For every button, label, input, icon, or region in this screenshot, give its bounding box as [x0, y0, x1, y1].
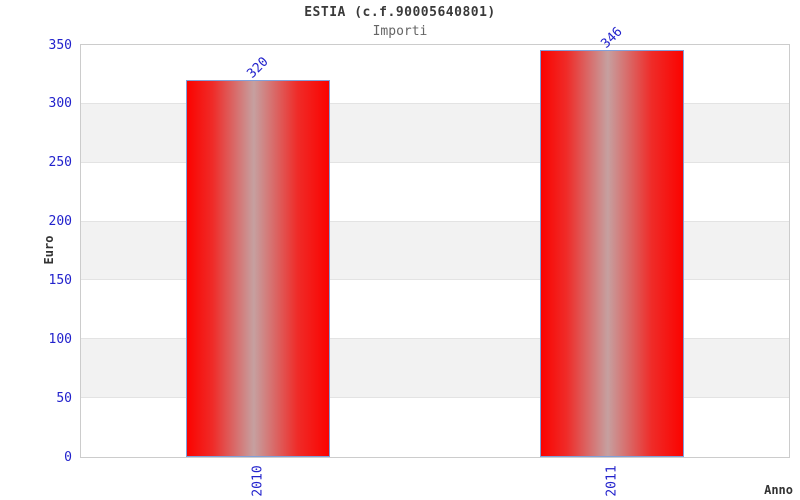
gridline [81, 279, 789, 281]
y-tick-label: 0 [64, 449, 72, 465]
x-axis-title: Anno [764, 483, 793, 497]
y-tick-label: 350 [48, 37, 72, 53]
gridline [81, 397, 789, 399]
x-tick-label: 2011 [604, 465, 620, 497]
y-tick-label: 250 [48, 155, 72, 171]
chart-subtitle: Importi [372, 24, 428, 39]
bar-2010 [186, 80, 330, 457]
gridline [81, 338, 789, 340]
gridline [81, 102, 789, 104]
y-tick-label: 100 [48, 331, 72, 347]
x-tick-label: 2010 [250, 465, 266, 497]
plot-area [80, 44, 790, 458]
y-tick-label: 50 [56, 390, 72, 406]
y-tick-label: 300 [48, 96, 72, 112]
bar-2011 [540, 49, 684, 457]
gridline [81, 161, 789, 163]
y-tick-label: 200 [48, 214, 72, 230]
chart-title: ESTIA (c.f.90005640801) [304, 5, 496, 20]
y-axis-title: Euro [42, 235, 56, 265]
y-tick-label: 150 [48, 272, 72, 288]
gridline [81, 220, 789, 222]
